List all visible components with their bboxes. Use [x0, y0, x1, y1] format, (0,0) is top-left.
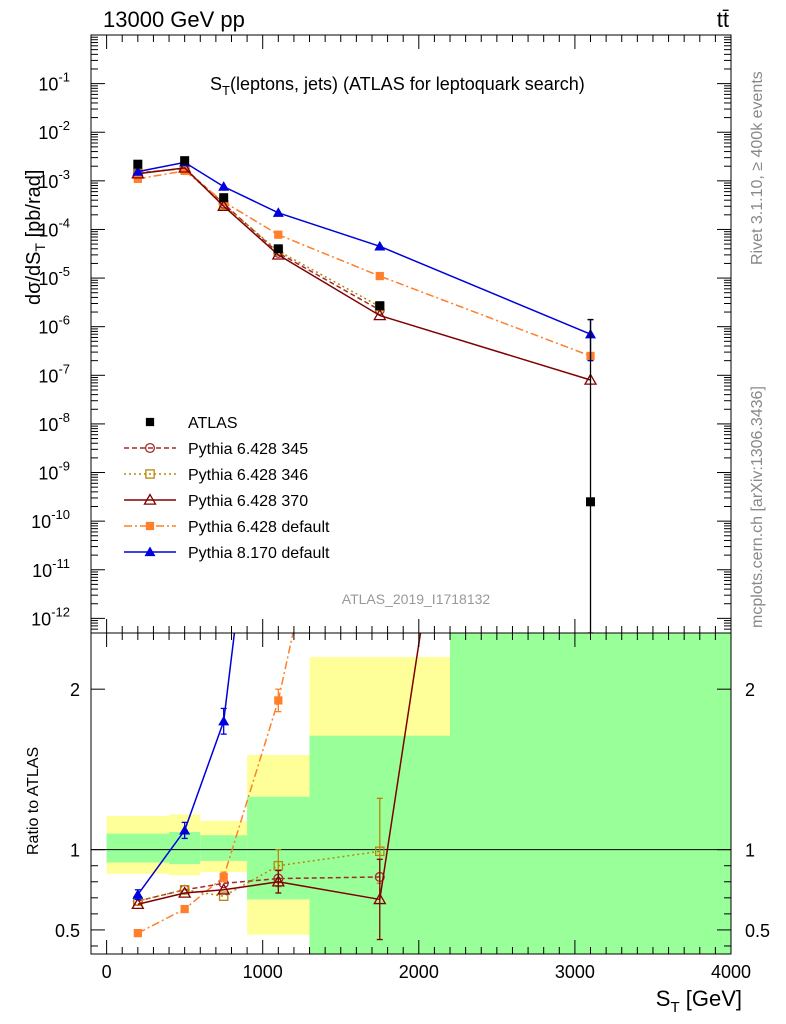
legend-label-p346: Pythia 6.428 346	[188, 467, 308, 484]
main-ytick-label: 10-11	[32, 556, 70, 581]
main-ytick-label: 10-7	[38, 361, 70, 386]
legend-marker-p6def	[145, 521, 155, 531]
x-tick-label: 2000	[399, 962, 439, 982]
ratio-ytick-label-right: 2	[745, 680, 755, 700]
main-ytick-label: 10-9	[38, 459, 70, 484]
ratio-point-p346-2	[218, 891, 229, 901]
ratio-point-p8def-2	[218, 715, 230, 726]
main-point-atlas-2	[219, 193, 229, 203]
main-point-atlas-0	[133, 159, 143, 169]
ratio-point-p346-3	[273, 860, 284, 871]
ratio-ytick-label-left: 2	[70, 680, 80, 700]
ratio-point-p6def-1	[180, 904, 189, 914]
main-point-p8def-0	[132, 166, 144, 176]
ratio-point-p346-4	[375, 846, 385, 857]
main-ytick-label: 10-10	[31, 507, 70, 532]
main-point-p370-2	[217, 199, 231, 212]
ratio-point-p346-1	[179, 885, 190, 895]
main-line-p8def	[137, 161, 591, 335]
ratio-point-p6def-0	[133, 929, 142, 938]
main-point-p370-4	[373, 308, 387, 321]
legend-marker-p345	[144, 442, 156, 454]
ratio-band-green-2	[200, 835, 248, 861]
main-point-atlas-4	[375, 301, 385, 311]
ratio-point-p370-3	[271, 874, 285, 887]
ratio-ytick-label-left: 0.5	[55, 921, 80, 941]
ratio-band-green-0	[106, 833, 170, 863]
x-tick-label: 1000	[243, 962, 283, 982]
legend-marker-p346	[145, 469, 155, 479]
main-plot-frame	[90, 34, 732, 634]
legend: ATLAS Pythia 6.428 345 Pythia 6.428 346 Pyt…	[124, 415, 330, 562]
ratio-point-p6def-3	[274, 696, 283, 705]
main-ytick-label: 10-8	[38, 410, 70, 435]
ratio-point-p8def-1	[179, 824, 191, 835]
main-line-p345	[137, 167, 381, 311]
ratio-point-p370-0	[131, 897, 145, 910]
legend-label-p6def: Pythia 6.428 default	[188, 519, 330, 536]
main-point-p8def-3	[272, 207, 284, 217]
x-tick-label: 0	[102, 962, 112, 982]
main-point-p6def-3	[274, 230, 283, 239]
x-tick-label: 4000	[711, 962, 751, 982]
main-plot-title: ST(leptons, jets) (ATLAS for leptoquark …	[210, 74, 585, 98]
ratio-ytick-label-right: 0.5	[745, 921, 770, 941]
main-point-atlas-3	[273, 244, 283, 254]
main-point-atlas-5	[586, 497, 596, 507]
ratio-uncertainty-bands	[106, 633, 731, 954]
ratio-axis-ticks: 0 1000 2000 3000 4000 0.5 0.5 1 1 2 2	[55, 633, 770, 982]
ratio-line-p370	[137, 633, 422, 905]
ratio-line-p345	[137, 876, 380, 902]
main-y-axis-label: dσ/dST [pb/rad]	[23, 170, 48, 305]
legend-label-p8def: Pythia 8.170 default	[188, 545, 330, 562]
ratio-point-p370-1	[178, 886, 192, 898]
ratio-ytick-label-left: 1	[70, 841, 80, 861]
main-line-p6def	[137, 170, 591, 357]
x-tick-label: 3000	[555, 962, 595, 982]
ratio-plot-series	[131, 633, 422, 941]
legend-label-p345: Pythia 6.428 345	[188, 441, 308, 458]
legend-marker-p370	[143, 493, 157, 505]
ratio-point-p8def-0	[132, 889, 144, 899]
main-point-atlas-1	[180, 156, 190, 166]
mcplots-source-label: mcplots.cern.ch [arXiv:1306.3436]	[749, 386, 766, 628]
main-ytick-label: 10-6	[38, 313, 70, 338]
main-point-p370-3	[271, 248, 285, 260]
main-ytick-label: 10-2	[38, 118, 70, 143]
main-plot-series	[131, 156, 598, 633]
ratio-point-p370-4	[373, 892, 387, 905]
analysis-watermark: ATLAS_2019_I1718132	[342, 591, 491, 607]
legend-marker-atlas	[145, 417, 155, 427]
main-point-p6def-4	[375, 271, 384, 281]
main-point-p8def-2	[218, 181, 230, 191]
ratio-ytick-label-right: 1	[745, 841, 755, 861]
ratio-y-axis-label: Ratio to ATLAS	[25, 747, 42, 855]
ratio-point-p6def-2	[219, 872, 228, 882]
main-axis-ticks: 10-1210-1110-1010-910-810-710-610-510-41…	[31, 34, 732, 634]
main-line-p370	[137, 167, 591, 381]
legend-label-atlas: ATLAS	[188, 415, 238, 432]
ratio-plot-frame	[90, 632, 732, 955]
main-ytick-label: 10-1	[38, 70, 70, 95]
legend-marker-p8def	[144, 546, 156, 557]
main-point-p8def-4	[374, 240, 386, 251]
ratio-band-green-5	[450, 633, 731, 954]
main-ytick-label: 10-12	[31, 604, 70, 629]
rivet-version-label: Rivet 3.1.10, ≥ 400k events	[749, 71, 766, 265]
ratio-line-p8def	[137, 633, 236, 896]
header-process-label: tt̄	[717, 7, 729, 32]
ratio-point-p370-2	[217, 882, 231, 895]
legend-label-p370: Pythia 6.428 370	[188, 493, 308, 510]
main-point-p6def-1	[180, 166, 189, 176]
header-energy-label: 13000 GeV pp	[103, 7, 245, 32]
main-point-p6def-0	[133, 174, 142, 183]
x-axis-label: ST [GeV]	[656, 986, 742, 1016]
main-point-p370-1	[178, 161, 192, 173]
